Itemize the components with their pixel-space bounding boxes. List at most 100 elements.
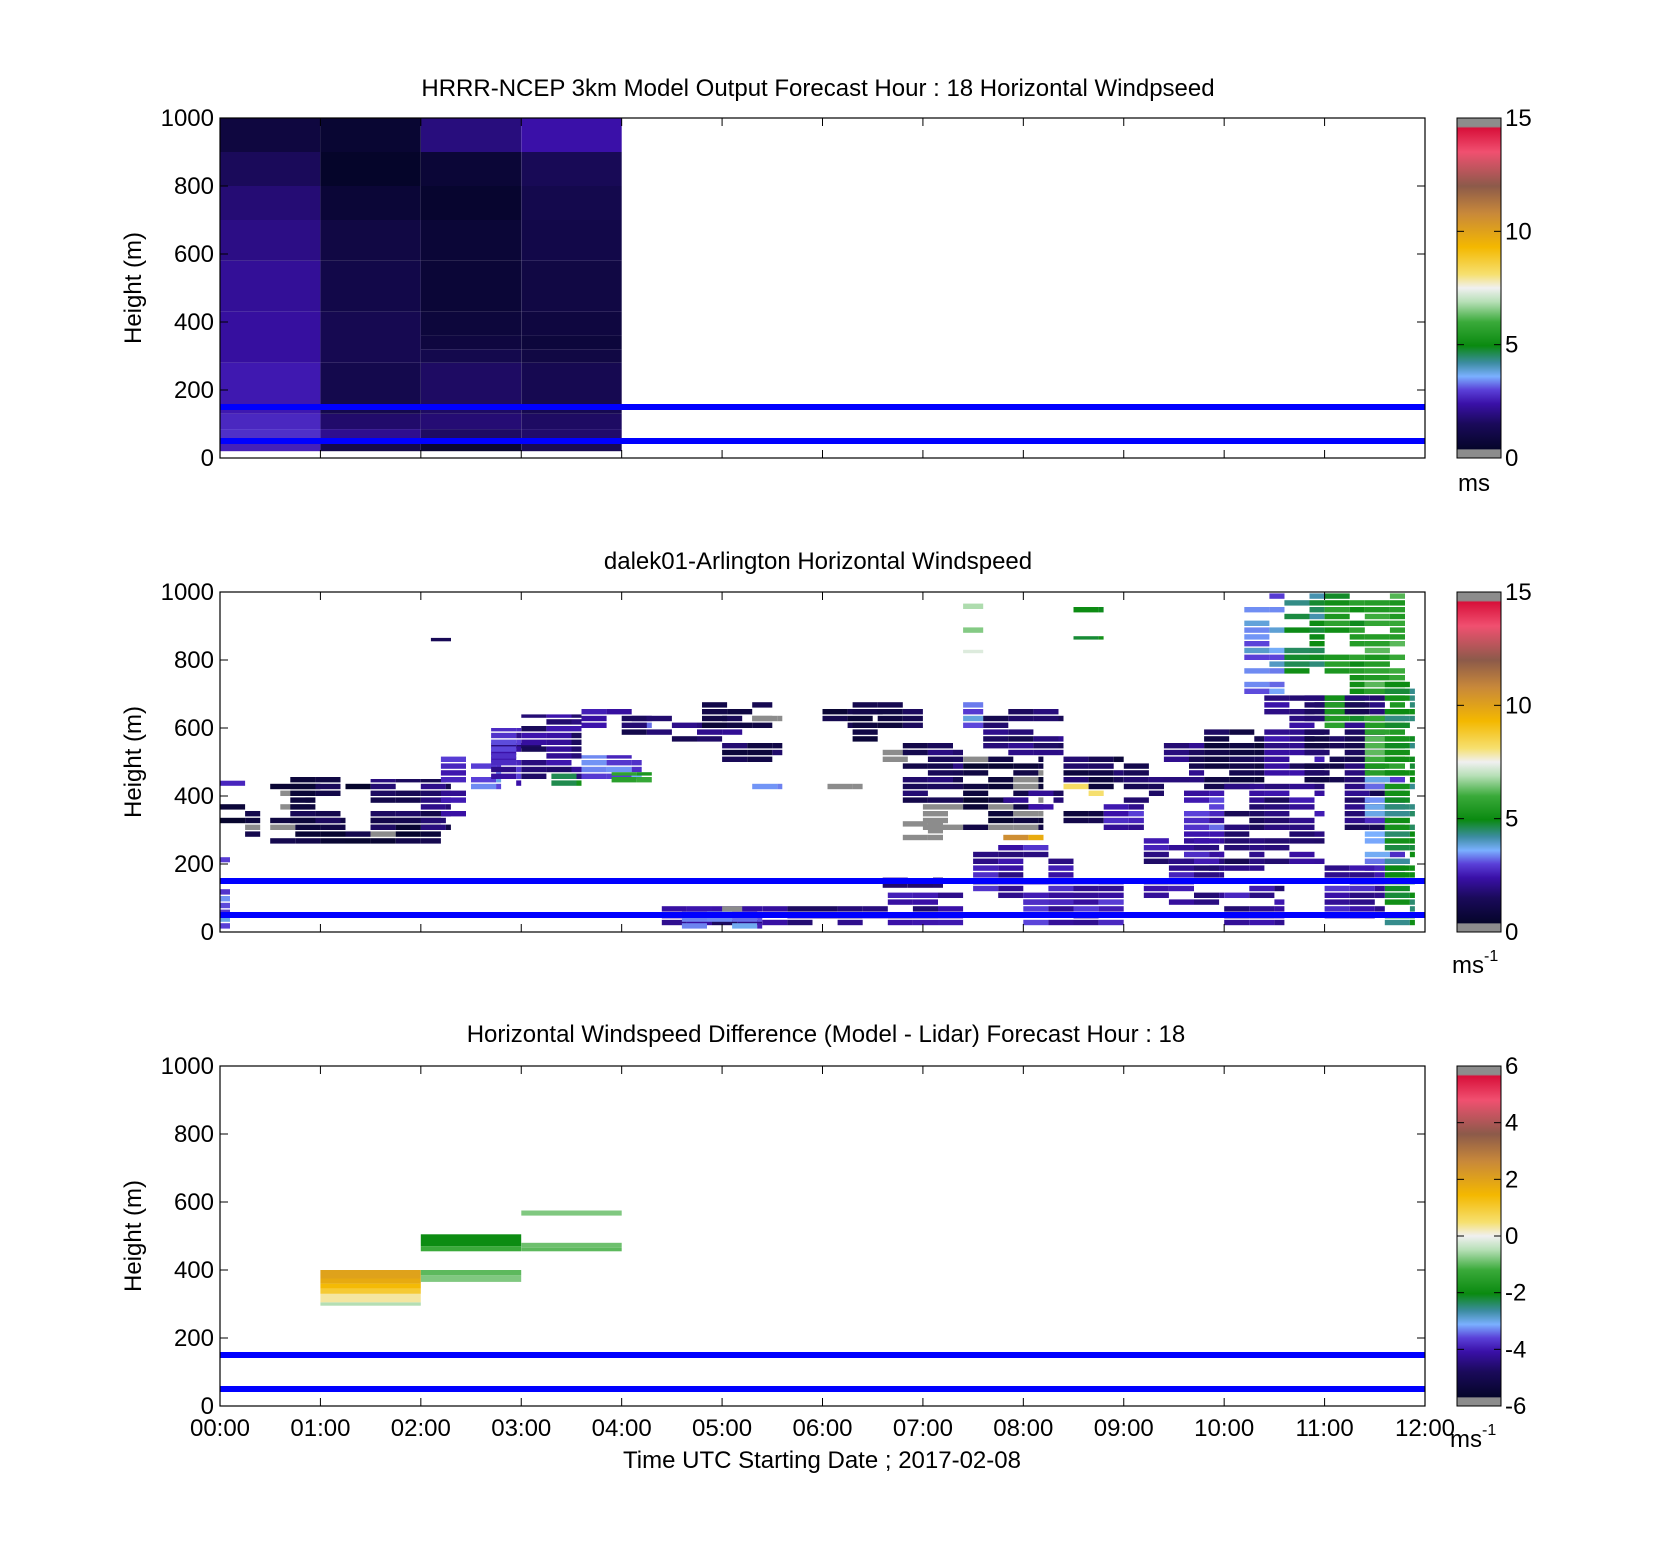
heatmap-cell [1384, 770, 1410, 776]
heatmap-cell [1369, 695, 1385, 701]
heatmap-cell [1384, 838, 1410, 844]
heatmap-cell [1148, 783, 1164, 790]
heatmap-cell [1023, 892, 1049, 898]
heatmap-cell [762, 919, 788, 926]
heatmap-cell [912, 906, 938, 912]
heatmap-cell [1219, 865, 1225, 871]
heatmap-cell [245, 824, 261, 830]
heatmap-cell [988, 824, 1014, 830]
heatmap-cell [290, 797, 316, 803]
heatmap-cell [1344, 797, 1370, 803]
heatmap-cell [290, 777, 316, 783]
heatmap-cell [445, 824, 451, 830]
heatmap-cell [1254, 749, 1265, 756]
heatmap-cell [370, 797, 396, 803]
heatmap-cell [581, 715, 607, 722]
heatmap-cell [1409, 715, 1415, 722]
heatmap-cell [581, 773, 607, 779]
panel-lidar-y-ticks: 0 200 400 600 800 1000 [161, 579, 1425, 946]
heatmap-cell [887, 892, 913, 898]
heatmap-cell [1364, 722, 1390, 728]
y-tick-label: 600 [174, 241, 214, 268]
heatmap-cell [988, 763, 1014, 769]
heatmap-cell [1344, 749, 1370, 756]
heatmap-cell [320, 152, 421, 186]
heatmap-cell [963, 709, 984, 715]
heatmap-cell [1254, 736, 1265, 742]
heatmap-cell [646, 715, 672, 722]
heatmap-cell [927, 763, 953, 769]
heatmap-cell [516, 728, 522, 732]
heatmap-cell [1249, 892, 1275, 898]
heatmap-cell [1284, 668, 1310, 674]
heatmap-cell [1194, 858, 1220, 864]
heatmap-cell [1329, 736, 1345, 742]
heatmap-cell [822, 715, 848, 722]
heatmap-cell [1038, 770, 1044, 776]
heatmap-cell [345, 783, 371, 790]
heatmap-cell [1369, 824, 1385, 830]
heatmap-cell [1264, 729, 1290, 735]
heatmap-cell [1389, 851, 1405, 858]
heatmap-cell [1184, 817, 1210, 824]
heatmap-cell [1384, 865, 1410, 871]
heatmap-cell [902, 709, 923, 715]
heatmap-cell [1189, 763, 1205, 769]
heatmap-cell [440, 763, 466, 769]
heatmap-cell [345, 831, 371, 837]
heatmap-cell [1249, 804, 1265, 810]
heatmap-cell [827, 783, 853, 790]
heatmap-cell [852, 722, 878, 728]
heatmap-cell [1229, 729, 1255, 735]
heatmap-cell [988, 797, 1014, 803]
heatmap-cell [220, 152, 321, 186]
heatmap-cell [922, 817, 948, 824]
x-tick-label: 02:00 [391, 1415, 451, 1442]
heatmap-cell [1163, 749, 1189, 756]
heatmap-cell [1264, 845, 1290, 851]
heatmap-cell [315, 811, 341, 817]
heatmap-cell [927, 821, 943, 827]
heatmap-cell [1384, 831, 1410, 837]
heatmap-cell [420, 824, 446, 830]
heatmap-cell [320, 1302, 421, 1306]
heatmap-cell [1409, 824, 1415, 830]
heatmap-cell [877, 722, 903, 728]
heatmap-cell [491, 749, 517, 756]
heatmap-cell [1364, 729, 1390, 735]
colorbar-tick-label: 2 [1505, 1166, 1518, 1193]
heatmap-cell [1204, 763, 1230, 769]
heatmap-cell [1289, 763, 1315, 769]
heatmap-cell [988, 756, 1014, 762]
heatmap-cell [546, 746, 572, 752]
heatmap-cell [1229, 756, 1255, 762]
colorbar-tick-label: -2 [1505, 1280, 1526, 1307]
heatmap-cell [295, 831, 321, 837]
heatmap-cell [747, 749, 773, 756]
heatmap-cell [1289, 722, 1315, 728]
heatmap-cell [1013, 783, 1039, 790]
heatmap-cell [1264, 743, 1290, 749]
heatmap-cell [270, 783, 296, 790]
heatmap-cell [220, 902, 230, 909]
heatmap-cell [938, 906, 964, 912]
heatmap-cell [270, 817, 296, 824]
heatmap-cell [440, 797, 466, 803]
heatmap-cell [1063, 783, 1089, 790]
heatmap-cell [1269, 668, 1285, 674]
heatmap-cell [1364, 783, 1390, 790]
heatmap-cell [1123, 777, 1149, 783]
heatmap-cell [521, 1247, 622, 1252]
heatmap-cell [1344, 811, 1370, 817]
heatmap-cell [395, 817, 421, 824]
heatmap-cell [953, 749, 963, 756]
heatmap-cell [1324, 892, 1350, 898]
heatmap-cell [927, 777, 953, 783]
heatmap-cell [581, 760, 607, 766]
heatmap-cell [1364, 797, 1390, 803]
heatmap-cell [320, 1283, 421, 1289]
heatmap-cell [1384, 872, 1410, 878]
heatmap-cell [912, 899, 938, 905]
heatmap-cell [1123, 763, 1149, 769]
heatmap-cell [1309, 647, 1325, 654]
